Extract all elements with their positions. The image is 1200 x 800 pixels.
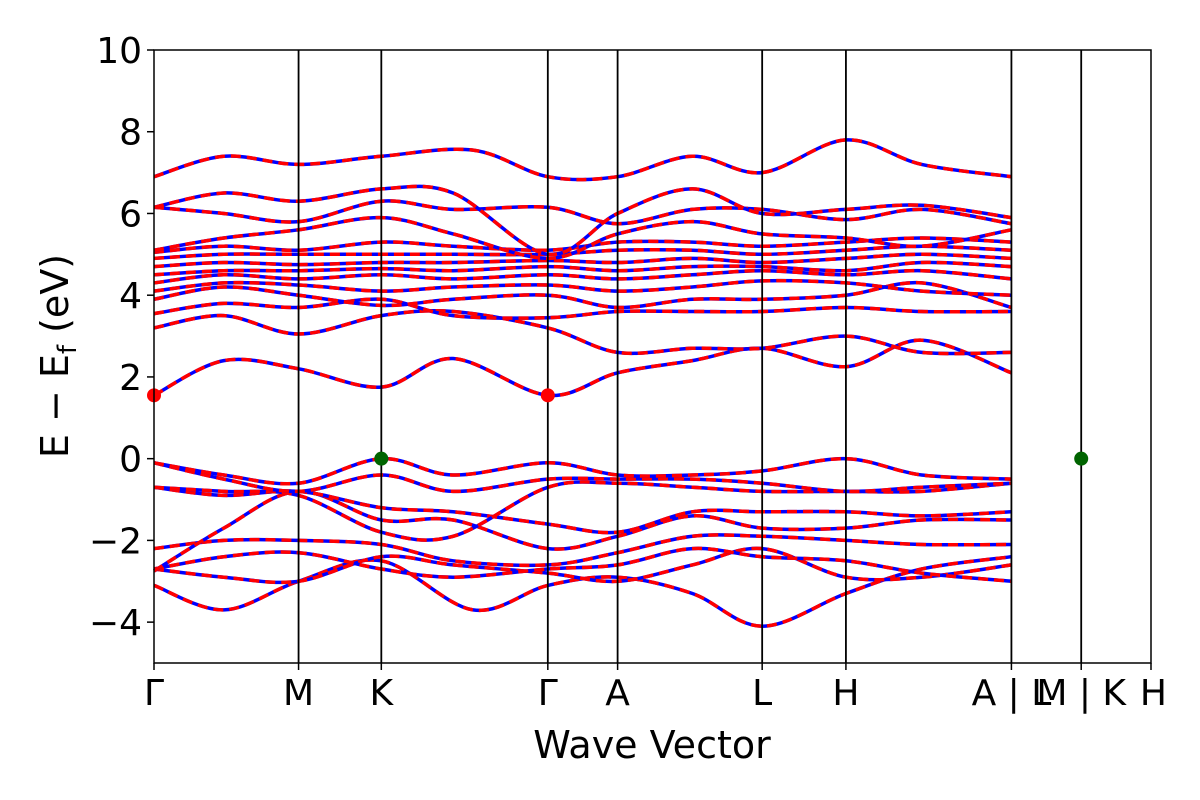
band-11-spin-up	[153, 297, 1012, 320]
x-tick-label-9: H	[1140, 673, 1167, 714]
y-tick-label-2: 0	[119, 440, 142, 481]
y-tick-label-6: 8	[119, 113, 142, 154]
band-16-spin-down	[153, 252, 1012, 269]
band-12-spin-up	[153, 280, 1012, 310]
band-17-spin-down	[153, 244, 1012, 261]
plot-frame	[153, 49, 1152, 664]
band-19-spin-up	[153, 215, 1012, 261]
band-1-spin-up	[153, 546, 1012, 585]
y-axis-label: E − Ef (eV)	[33, 254, 83, 458]
band-15-spin-down	[153, 260, 1012, 277]
x-tick-label-3: Γ	[538, 673, 558, 714]
kpath-lines	[297, 50, 1083, 663]
y-axis-label-unit: (eV)	[33, 254, 77, 345]
y-tick-label-0: −4	[89, 603, 142, 644]
y-tick-label-4: 4	[119, 276, 142, 317]
band-22-spin-up	[153, 138, 1012, 182]
band-18-spin-down	[153, 236, 1012, 255]
x-tick-label-8: M | K	[1036, 673, 1127, 714]
y-tick-label-7: 10	[96, 31, 142, 72]
vbm-marker-1	[1074, 451, 1089, 466]
x-tick-label-6: H	[832, 673, 859, 714]
x-axis-label: Wave Vector	[533, 723, 771, 767]
band-7-spin-up	[153, 461, 1012, 494]
band-14-spin-down	[153, 268, 1012, 285]
x-axis-ticks: Γ M K Γ A L H A | LM | K H	[144, 663, 1167, 714]
y-axis-label-main: E − E	[33, 354, 77, 458]
bands-layer	[153, 138, 1013, 628]
band-2-spin-up	[153, 546, 1012, 584]
x-tick-label-5: L	[752, 673, 772, 714]
band-5-spin-up	[153, 485, 1012, 535]
band-13-spin-down	[153, 278, 1012, 297]
band-22-spin-down	[153, 138, 1012, 182]
y-axis-label-sub: f	[53, 344, 83, 354]
band-9-spin-up	[153, 338, 1013, 398]
y-tick-label-3: 2	[119, 358, 142, 399]
y-tick-label-1: −2	[89, 521, 142, 562]
x-tick-label-2: K	[370, 673, 395, 714]
vbm-marker-0	[374, 451, 389, 466]
band-3-spin-up	[153, 533, 1012, 568]
x-tick-label-4: A	[605, 673, 630, 714]
band-8-spin-up	[153, 456, 1012, 486]
y-axis-ticks: −4 −2 0 2 4 6 8 10	[89, 31, 154, 644]
band-10-spin-up	[153, 309, 1012, 356]
y-tick-label-5: 6	[119, 194, 142, 235]
x-tick-label-1: M	[283, 673, 314, 714]
cbm-marker-1	[540, 388, 555, 403]
x-tick-label-0: Γ	[144, 673, 164, 714]
x-tick-label-7: A | L	[972, 673, 1052, 714]
band-20-spin-up	[153, 199, 1012, 226]
